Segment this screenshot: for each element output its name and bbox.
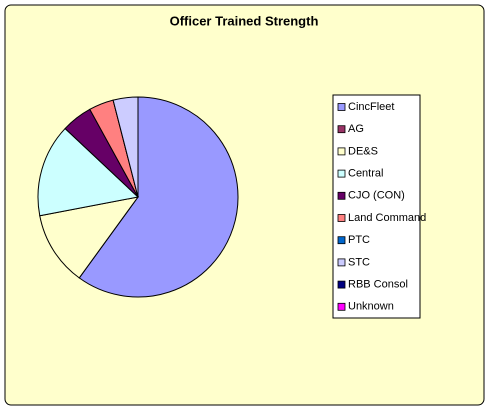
legend-swatch [337, 214, 346, 222]
pie-slice [37, 127, 140, 217]
pie-slice [39, 196, 140, 279]
legend-label: Unknown [348, 301, 394, 313]
legend-label: AG [348, 123, 364, 135]
legend-swatch [337, 236, 346, 245]
legend-swatch [337, 191, 346, 200]
chart-title: Officer Trained Strength [170, 13, 319, 28]
legend-swatch [337, 147, 346, 156]
legend-label: DE&S [348, 145, 378, 157]
legend [332, 94, 421, 319]
legend-label: Central [348, 168, 383, 180]
legend-label: Land Command [348, 212, 426, 224]
legend-swatch [337, 280, 346, 289]
legend-swatch [337, 125, 346, 134]
legend-label: CJO (CON) [348, 190, 405, 202]
pie-slice [78, 96, 239, 298]
legend-swatch [337, 103, 346, 111]
legend-swatch [337, 169, 346, 178]
legend-label: STC [348, 256, 370, 268]
legend-label: RBB Consol [348, 279, 408, 291]
legend-label: CincFleet [348, 101, 394, 113]
legend-swatch [337, 258, 346, 267]
legend-label: PTC [348, 234, 370, 246]
legend-swatch [337, 302, 346, 311]
